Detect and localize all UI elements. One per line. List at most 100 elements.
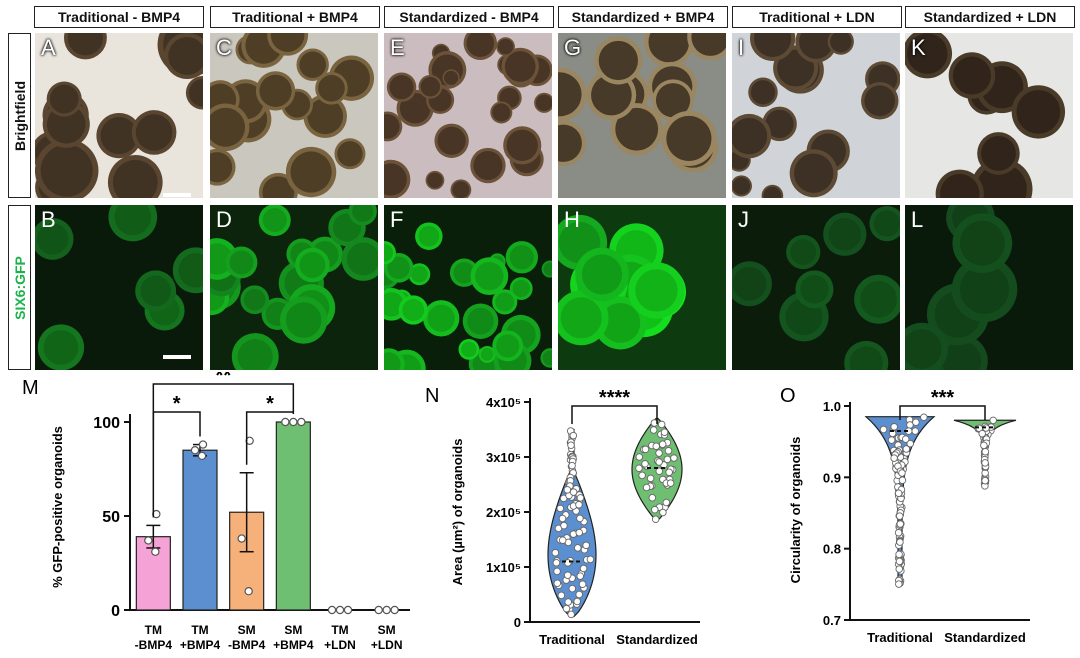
m-x-tick-label: +BMP4 bbox=[273, 638, 314, 652]
o-traditional-data-point bbox=[894, 489, 903, 497]
panel-letter-f: F bbox=[390, 207, 404, 232]
panel-n-violin-chart: N Area (µm²) of organoids 0 1x10⁵ 2x10⁵ 3x1… bbox=[425, 385, 700, 647]
panel-letter-b: B bbox=[41, 207, 56, 232]
n-traditional-data-point bbox=[582, 541, 590, 550]
panel-letter-l: L bbox=[911, 207, 924, 232]
m-data-point bbox=[190, 445, 200, 455]
n-standardized-data-point bbox=[641, 445, 650, 454]
n-traditional-data-point bbox=[558, 514, 567, 523]
gfp-image-2: D bbox=[210, 205, 378, 370]
m-x-tick-label: -BMP4 bbox=[228, 638, 266, 652]
n-standardized-data-point bbox=[651, 515, 660, 523]
m-significance-label: * bbox=[266, 393, 274, 415]
n-traditional-data-point bbox=[568, 584, 577, 593]
panel-letter-h: H bbox=[564, 207, 580, 232]
n-traditional-data-point bbox=[564, 598, 572, 606]
panel-letter-a: A bbox=[41, 35, 56, 60]
n-traditional-data-point bbox=[578, 580, 587, 588]
n-traditional-data-point bbox=[576, 494, 585, 502]
panel-letter-n: N bbox=[425, 385, 439, 407]
m-x-tick-label: -BMP4 bbox=[135, 638, 173, 652]
n-standardized-data-point bbox=[635, 453, 644, 461]
o-traditional-data-point bbox=[902, 445, 911, 453]
n-traditional-data-point bbox=[575, 590, 583, 599]
o-traditional-data-point bbox=[896, 520, 905, 528]
n-traditional-data-point bbox=[575, 500, 583, 509]
n-traditional-data-point bbox=[563, 571, 572, 579]
m-x-tick-label: +BMP4 bbox=[180, 638, 221, 652]
n-traditional-data-point bbox=[586, 555, 595, 564]
m-data-point bbox=[289, 417, 298, 427]
o-traditional-data-point bbox=[890, 454, 898, 462]
panel-letter-j: J bbox=[738, 207, 749, 232]
o-plot-content: 0.7 0.8 0.9 1.0 Traditional Standardized *** bbox=[823, 387, 1030, 645]
n-traditional-data-point bbox=[563, 486, 572, 494]
n-standardized-data-point bbox=[658, 440, 667, 448]
n-traditional-data-point bbox=[567, 610, 575, 619]
o-y-tick-label: 1.0 bbox=[823, 399, 841, 414]
n-x-tick-label: Traditional bbox=[539, 632, 605, 647]
m-x-tick-label: TM bbox=[145, 623, 162, 637]
o-y-axis-label: Circularity of organoids bbox=[788, 437, 803, 584]
gfp-image-3: F bbox=[384, 205, 552, 370]
o-traditional-data-point bbox=[895, 557, 904, 566]
n-standardized-data-point bbox=[663, 455, 672, 464]
o-x-tick-label: Traditional bbox=[867, 630, 933, 645]
m-data-point bbox=[374, 605, 383, 615]
n-standardized-data-point bbox=[648, 493, 657, 502]
o-traditional-data-point bbox=[920, 413, 928, 421]
o-standardized-data-point bbox=[981, 459, 989, 467]
m-x-tick-label: SM bbox=[238, 623, 256, 637]
o-traditional-data-point bbox=[898, 469, 906, 477]
n-standardized-data-point bbox=[642, 483, 651, 492]
n-traditional-data-point bbox=[553, 579, 562, 587]
m-bar bbox=[275, 421, 311, 611]
n-traditional-data-point bbox=[553, 567, 561, 576]
n-traditional-data-point bbox=[557, 591, 566, 600]
n-standardized-data-point bbox=[652, 442, 660, 450]
column-header-6: Standardized + LDN bbox=[905, 6, 1075, 28]
n-traditional-data-point bbox=[576, 514, 584, 523]
o-standardized-data-point bbox=[981, 447, 990, 456]
m-data-point bbox=[297, 417, 306, 427]
n-standardized-data-point bbox=[655, 467, 664, 476]
n-standardized-data-point bbox=[660, 428, 669, 437]
m-data-point bbox=[281, 417, 290, 427]
m-y-tick-label: 0 bbox=[111, 603, 120, 620]
n-y-tick-label: 4x10⁵ bbox=[486, 395, 521, 410]
o-traditional-data-point bbox=[890, 423, 898, 431]
m-data-point bbox=[237, 534, 246, 543]
n-traditional-data-point bbox=[568, 461, 576, 470]
m-x-tick-label: TM bbox=[331, 623, 348, 637]
column-header-4: Standardized + BMP4 bbox=[558, 6, 728, 28]
o-traditional-data-point bbox=[894, 528, 903, 537]
n-standardized-data-point bbox=[659, 508, 667, 517]
m-data-point bbox=[198, 440, 208, 449]
m-y-tick-label: 50 bbox=[102, 509, 120, 526]
n-x-tick-label: Standardized bbox=[616, 632, 698, 647]
m-data-point bbox=[151, 547, 160, 556]
n-standardized-data-point bbox=[635, 464, 643, 472]
n-standardized-data-point bbox=[649, 426, 658, 434]
n-traditional-data-point bbox=[560, 521, 568, 530]
m-bar bbox=[182, 449, 218, 611]
m-y-axis-label: % GFP-positive organoids bbox=[50, 426, 65, 588]
m-significance-bracket bbox=[152, 411, 201, 518]
panel-letter-d: D bbox=[216, 207, 232, 232]
m-data-point bbox=[335, 605, 345, 615]
m-data-point bbox=[244, 586, 253, 596]
m-significance-label: * bbox=[173, 393, 181, 415]
n-traditional-data-point bbox=[552, 558, 561, 567]
n-standardized-data-point bbox=[666, 479, 675, 487]
n-traditional-data-point bbox=[579, 564, 588, 573]
o-x-tick-label: Standardized bbox=[944, 630, 1026, 645]
row-label-gfp: SIX6:GFP bbox=[8, 205, 31, 370]
o-standardized-data-point bbox=[989, 416, 997, 425]
o-traditional-data-point bbox=[898, 476, 907, 485]
m-x-tick-label: SM bbox=[284, 623, 302, 637]
n-standardized-data-point bbox=[670, 454, 678, 462]
o-traditional-data-point bbox=[906, 439, 915, 448]
panel-letter-e: E bbox=[390, 35, 405, 60]
n-standardized-data-point bbox=[655, 449, 663, 457]
panel-letter-o: O bbox=[780, 385, 796, 407]
